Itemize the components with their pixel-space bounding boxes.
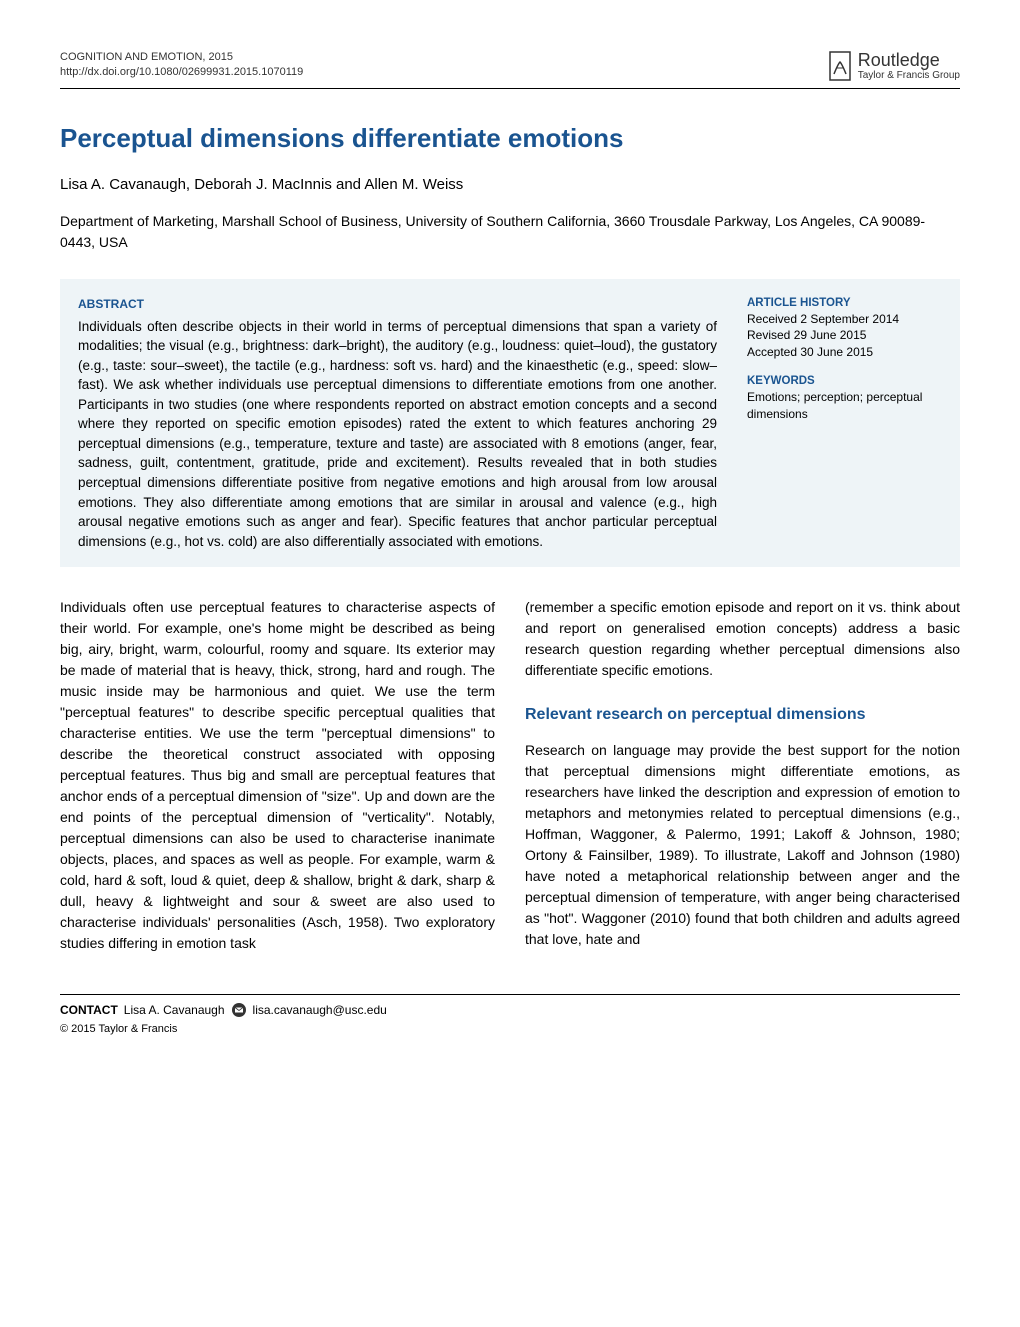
email-icon [231, 1002, 247, 1018]
copyright: © 2015 Taylor & Francis [60, 1021, 960, 1038]
footer-divider [60, 994, 960, 995]
abstract-main: ABSTRACT Individuals often describe obje… [78, 295, 717, 552]
page-header: COGNITION AND EMOTION, 2015 http://dx.do… [60, 50, 960, 82]
keywords-text: Emotions; perception; perceptual dimensi… [747, 389, 942, 423]
publisher-name: Routledge [858, 51, 960, 71]
section-heading: Relevant research on perceptual dimensio… [525, 705, 960, 726]
author-list: Lisa A. Cavanaugh, Deborah J. MacInnis a… [60, 174, 960, 197]
body-paragraph-2: Research on language may provide the bes… [525, 740, 960, 950]
column-left: Individuals often use perceptual feature… [60, 597, 495, 954]
history-accepted: Accepted 30 June 2015 [747, 344, 942, 361]
contact-label: CONTACT [60, 1001, 118, 1019]
contact-email[interactable]: lisa.cavanaugh@usc.edu [253, 1001, 387, 1019]
keywords-heading: KEYWORDS [747, 373, 942, 389]
journal-name: COGNITION AND EMOTION, 2015 [60, 50, 303, 65]
abstract-text: Individuals often describe objects in th… [78, 317, 717, 552]
abstract-container: ABSTRACT Individuals often describe obje… [60, 279, 960, 568]
routledge-icon [828, 50, 852, 82]
article-history-block: ARTICLE HISTORY Received 2 September 201… [747, 295, 942, 361]
abstract-label: ABSTRACT [78, 295, 717, 313]
publisher-subtitle: Taylor & Francis Group [858, 70, 960, 81]
affiliation: Department of Marketing, Marshall School… [60, 211, 960, 253]
column-right: (remember a specific emotion episode and… [525, 597, 960, 954]
header-divider [60, 88, 960, 89]
history-heading: ARTICLE HISTORY [747, 295, 942, 311]
history-revised: Revised 29 June 2015 [747, 327, 942, 344]
contact-line: CONTACT Lisa A. Cavanaugh lisa.cavanaugh… [60, 1001, 960, 1019]
keywords-block: KEYWORDS Emotions; perception; perceptua… [747, 373, 942, 423]
journal-info: COGNITION AND EMOTION, 2015 http://dx.do… [60, 50, 303, 81]
body-columns: Individuals often use perceptual feature… [60, 597, 960, 954]
article-title: Perceptual dimensions differentiate emot… [60, 119, 960, 158]
abstract-sidebar: ARTICLE HISTORY Received 2 September 201… [747, 295, 942, 552]
publisher-logo: Routledge Taylor & Francis Group [828, 50, 960, 82]
doi-link[interactable]: http://dx.doi.org/10.1080/02699931.2015.… [60, 65, 303, 80]
body-intro-continuation: (remember a specific emotion episode and… [525, 597, 960, 681]
contact-name: Lisa A. Cavanaugh [124, 1001, 225, 1019]
body-paragraph-1: Individuals often use perceptual feature… [60, 597, 495, 954]
history-received: Received 2 September 2014 [747, 311, 942, 328]
publisher-text: Routledge Taylor & Francis Group [858, 51, 960, 82]
